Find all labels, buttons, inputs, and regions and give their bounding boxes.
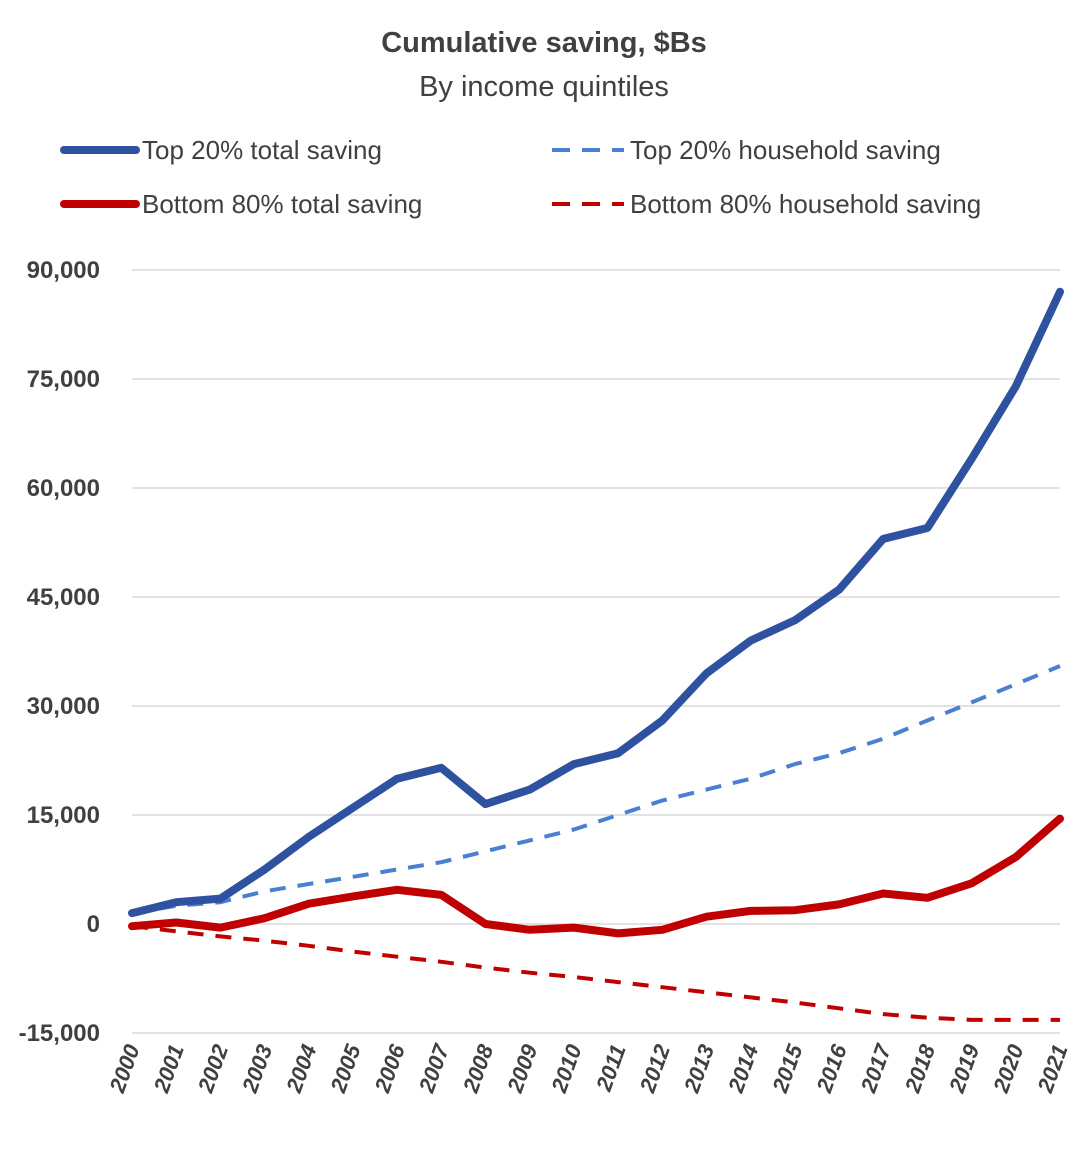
- x-tick-label: 2016: [811, 1040, 852, 1096]
- x-axis: 2000 2001 2002 2003 2004 2005 2006 2007 2008 2009…: [104, 1040, 1073, 1097]
- legend-item-bottom-80pct-total-saving: Bottom 80% total saving: [60, 189, 422, 219]
- chart-legend: Top 20% total saving Top 20% household sa…: [60, 135, 981, 219]
- chart-title: Cumulative saving, $Bs: [381, 27, 707, 59]
- legend-item-top-20pct-total-saving: Top 20% total saving: [60, 135, 382, 165]
- legend-label: Top 20% total saving: [142, 135, 382, 165]
- legend-label: Top 20% household saving: [630, 135, 941, 165]
- x-tick-label: 2018: [900, 1040, 941, 1096]
- y-tick-label: 60,000: [27, 475, 100, 502]
- legend-label: Bottom 80% total saving: [142, 189, 422, 219]
- y-tick-label: 75,000: [27, 366, 100, 393]
- x-tick-label: 2011: [591, 1041, 631, 1095]
- series-line-top-20pct-household-saving: [131, 664, 1061, 916]
- series-line-top-20pct-total-saving: [128, 287, 1064, 918]
- x-tick-label: 2001: [148, 1041, 189, 1096]
- legend-label: Bottom 80% household saving: [630, 189, 981, 219]
- x-tick-label: 2013: [679, 1041, 720, 1096]
- legend-item-top-20pct-household-saving: Top 20% household saving: [552, 135, 941, 165]
- chart-gridlines: [132, 269, 1060, 1034]
- x-tick-label: 2000: [104, 1040, 145, 1096]
- plot-area: [128, 287, 1064, 1022]
- x-tick-label: 2004: [281, 1041, 322, 1096]
- x-tick-label: 2002: [193, 1040, 234, 1096]
- series-line-bottom-80pct-household-saving: [131, 924, 1060, 1022]
- y-tick-label: 30,000: [27, 693, 100, 720]
- x-tick-label: 2003: [237, 1041, 278, 1096]
- series-line-bottom-80pct-total-saving: [128, 814, 1064, 938]
- y-tick-label: 90,000: [27, 257, 100, 284]
- x-tick-label: 2010: [546, 1040, 587, 1096]
- chart-subtitle: By income quintiles: [419, 71, 669, 103]
- x-tick-label: 2017: [855, 1040, 896, 1097]
- x-tick-label: 2012: [634, 1040, 675, 1096]
- x-tick-label: 2007: [413, 1040, 454, 1097]
- x-tick-label: 2006: [369, 1040, 410, 1096]
- x-tick-label: 2020: [988, 1040, 1029, 1096]
- x-tick-label: 2015: [767, 1040, 808, 1096]
- x-tick-label: 2014: [723, 1041, 764, 1096]
- x-tick-label: 2021: [1032, 1041, 1073, 1096]
- x-tick-label: 2008: [458, 1040, 499, 1096]
- legend-item-bottom-80pct-household-saving: Bottom 80% household saving: [552, 189, 981, 219]
- x-tick-label: 2005: [325, 1040, 366, 1096]
- y-tick-label: 45,000: [27, 584, 100, 611]
- x-tick-label: 2009: [502, 1040, 543, 1096]
- y-tick-label: 15,000: [27, 802, 100, 829]
- y-axis: -15,000 0 15,000 30,000 45,000 60,000 75,000 90…: [19, 257, 100, 1047]
- y-tick-label: 0: [87, 911, 100, 938]
- y-tick-label: -15,000: [19, 1020, 100, 1047]
- x-tick-label: 2019: [944, 1040, 985, 1096]
